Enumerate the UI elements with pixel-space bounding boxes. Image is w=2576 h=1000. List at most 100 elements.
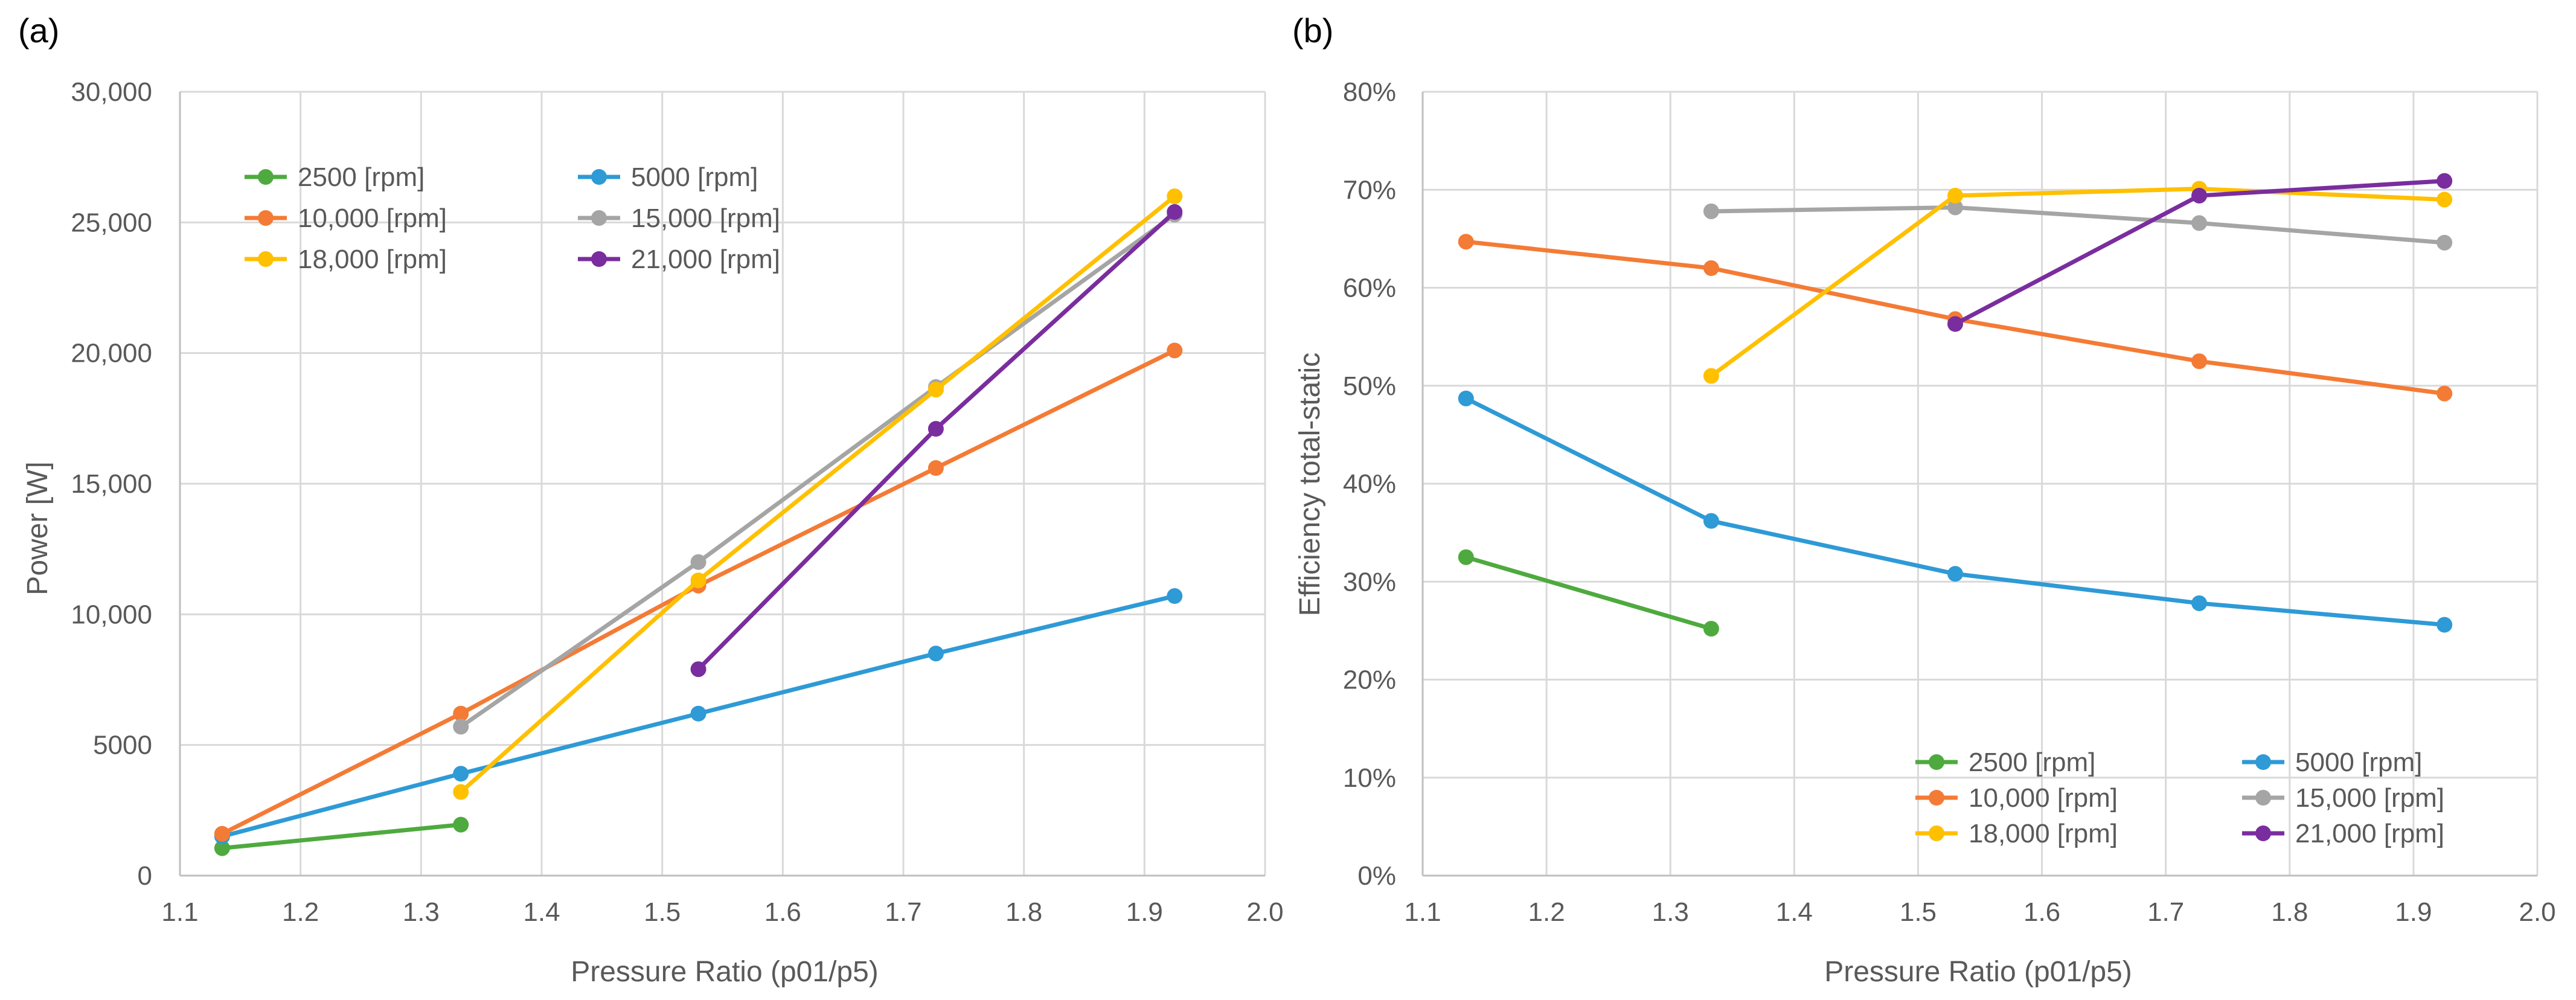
y-tick-label: 10,000 <box>71 600 152 629</box>
legend-item: 21,000 [rpm] <box>578 245 780 274</box>
x-tick-label: 1.2 <box>282 897 319 927</box>
legend-marker <box>258 210 274 226</box>
data-point <box>928 646 944 662</box>
data-point <box>1703 513 1719 529</box>
data-point <box>1947 316 1963 332</box>
axes <box>1421 92 2537 877</box>
x-tick-label: 1.3 <box>403 897 440 927</box>
legend-item: 5000 [rpm] <box>2242 748 2422 777</box>
series-line-4 <box>1709 187 2447 379</box>
x-tick-label: 1.4 <box>523 897 560 927</box>
data-point <box>1703 260 1719 277</box>
legend-marker <box>2255 754 2271 770</box>
legend-label: 5000 [rpm] <box>2295 748 2422 777</box>
legend: 2500 [rpm] 5000 [rpm] 10,000 [rpm] 15,000 [… <box>245 162 780 274</box>
y-tick-label: 60% <box>1343 274 1396 303</box>
y-tick-label: 10% <box>1343 763 1396 793</box>
y-tick-label: 30,000 <box>71 77 152 107</box>
legend-item: 15,000 [rpm] <box>2242 783 2444 813</box>
data-point <box>690 554 706 570</box>
legend-item: 18,000 [rpm] <box>245 245 447 274</box>
y-tick-label: 0 <box>138 861 152 891</box>
x-tick-label: 1.5 <box>644 897 681 927</box>
x-tick-label: 1.7 <box>885 897 921 927</box>
legend-label: 10,000 [rpm] <box>1969 783 2118 813</box>
chart-efficiency: (b) 1.1 1.2 1.3 1.4 1.5 1.6 1.7 1.8 1.9 2.0 0% 10%… <box>1292 11 2556 988</box>
axes <box>179 92 1265 877</box>
data-point <box>1167 188 1183 205</box>
data-point <box>1458 234 1474 250</box>
legend-marker <box>1929 790 1944 806</box>
data-point <box>690 705 706 722</box>
legend-item: 18,000 [rpm] <box>1915 819 2118 848</box>
x-tick-label: 1.7 <box>2147 897 2184 927</box>
data-point <box>690 661 706 678</box>
data-point <box>2437 173 2453 189</box>
series-line-5 <box>696 210 1177 671</box>
panel-label-b: (b) <box>1292 11 1333 50</box>
y-tick-label: 20% <box>1343 665 1396 695</box>
data-point <box>1703 203 1719 219</box>
legend-label: 10,000 [rpm] <box>298 204 447 233</box>
y-tick-label: 50% <box>1343 371 1396 401</box>
y-axis-title: Power [W] <box>22 461 54 595</box>
x-tick-labels: 1.1 1.2 1.3 1.4 1.5 1.6 1.7 1.8 1.9 2.0 <box>161 897 1283 927</box>
data-point <box>2437 234 2453 251</box>
legend-marker <box>258 169 274 185</box>
x-tick-label: 1.9 <box>2395 897 2432 927</box>
legend-label: 15,000 [rpm] <box>2295 783 2444 813</box>
chart-power: (a) 1.1 1.2 1.3 1.4 1.5 1.6 1.7 1.8 1.9 2.0 0 5000… <box>18 11 1284 988</box>
y-tick-label: 70% <box>1343 175 1396 205</box>
legend-item: 15,000 [rpm] <box>578 204 780 233</box>
x-axis-title: Pressure Ratio (p01/p5) <box>571 956 879 988</box>
legend-label: 18,000 [rpm] <box>298 245 447 274</box>
data-point <box>1947 199 1963 216</box>
legend-marker <box>1929 825 1944 841</box>
legend-item: 21,000 [rpm] <box>2242 819 2444 848</box>
data-point <box>1703 368 1719 384</box>
series-line-3 <box>458 212 1177 729</box>
data-point <box>2437 385 2453 402</box>
x-tick-label: 1.1 <box>1404 897 1441 927</box>
y-tick-label: 0% <box>1357 861 1396 891</box>
legend-marker <box>2255 825 2271 841</box>
x-tick-labels: 1.1 1.2 1.3 1.4 1.5 1.6 1.7 1.8 1.9 2.0 <box>1404 897 2555 927</box>
x-axis-title: Pressure Ratio (p01/p5) <box>1824 956 2132 988</box>
data-point <box>453 816 469 833</box>
legend-marker <box>591 169 607 185</box>
data-point <box>453 719 469 735</box>
x-tick-label: 2.0 <box>1246 897 1283 927</box>
x-tick-label: 1.2 <box>1528 897 1565 927</box>
data-point <box>453 705 469 722</box>
x-tick-label: 1.8 <box>2271 897 2308 927</box>
y-tick-label: 5000 <box>93 731 152 760</box>
y-tick-label: 30% <box>1343 567 1396 597</box>
data-point <box>214 840 230 856</box>
data-point <box>1167 588 1183 604</box>
data-point <box>453 784 469 800</box>
data-point <box>2437 191 2453 208</box>
y-axis-title: Efficiency total-static <box>1294 353 1326 617</box>
x-tick-label: 1.5 <box>1900 897 1937 927</box>
data-point <box>1167 342 1183 359</box>
legend-label: 5000 [rpm] <box>631 162 758 192</box>
x-tick-label: 1.8 <box>1005 897 1042 927</box>
y-tick-label: 40% <box>1343 469 1396 499</box>
data-point <box>453 766 469 782</box>
legend-marker <box>1929 754 1944 770</box>
data-point <box>928 460 944 476</box>
data-point <box>2191 187 2208 204</box>
data-point <box>2191 215 2208 231</box>
data-point <box>1458 390 1474 406</box>
data-point <box>1947 566 1963 582</box>
y-tick-label: 25,000 <box>71 208 152 237</box>
x-tick-label: 1.6 <box>764 897 801 927</box>
x-tick-label: 1.1 <box>161 897 198 927</box>
legend-item: 10,000 [rpm] <box>1915 783 2118 813</box>
data-point <box>928 421 944 437</box>
data-point <box>2191 353 2208 370</box>
data-point <box>1167 204 1183 220</box>
data-point <box>1947 187 1963 204</box>
series-line-4 <box>458 194 1177 795</box>
